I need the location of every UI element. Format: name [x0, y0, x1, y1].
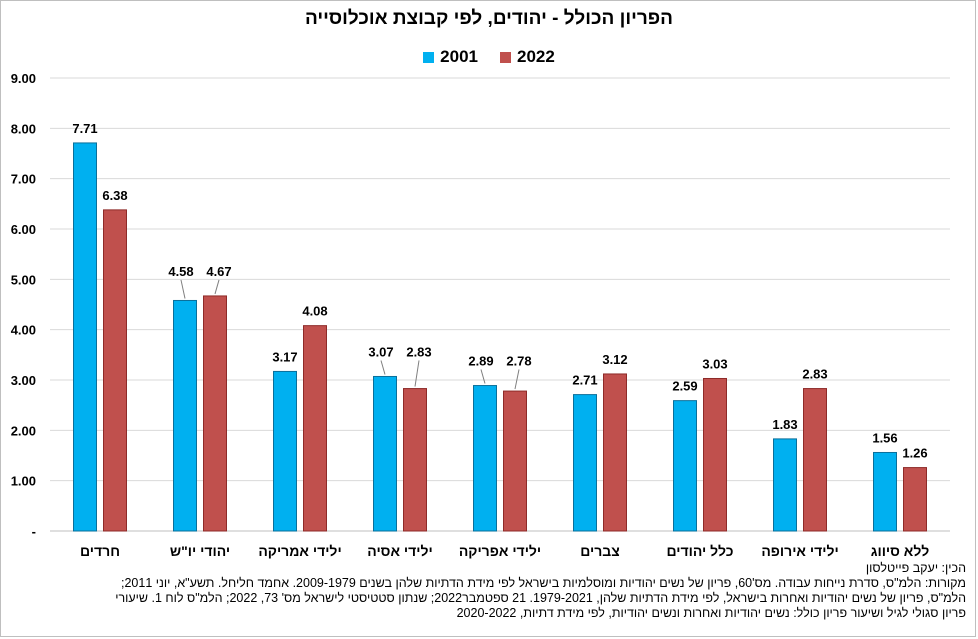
x-category-label: ילידי אפריקה: [459, 543, 541, 559]
sources-line-3: פריון סגולי לגיל ושיעור פריון כולל: נשים…: [456, 606, 966, 620]
data-label-2022: 3.03: [702, 356, 727, 371]
data-label-2001: 2.89: [468, 354, 493, 369]
y-tick-label: 2.00: [11, 423, 36, 438]
y-tick-label: -: [32, 524, 36, 539]
data-label-2001: 3.07: [368, 344, 393, 359]
legend-swatch-2022: [500, 51, 511, 63]
chart-title: הפריון הכולל - יהודים, לפי קבוצת אוכלוסי…: [304, 8, 674, 29]
bar-2001: [473, 385, 497, 532]
bar-2001: [273, 370, 297, 532]
bar-2022: [903, 467, 927, 532]
data-label-leader: [214, 279, 220, 295]
legend-item-2022: 2022: [500, 47, 555, 67]
x-category-label: כלל יהודים: [666, 543, 733, 559]
sources-line-1: מקורות: הלמ"ס, סדרת נייחות עבודה. מס'60,…: [121, 576, 966, 590]
bar-2022: [303, 325, 327, 532]
legend-swatch-2001: [423, 51, 435, 63]
bar-2022: [103, 209, 127, 532]
y-tick-label: 3.00: [11, 373, 36, 388]
credit-line: הכין: יעקב פייטלסון: [865, 561, 966, 575]
y-tick-label: 9.00: [11, 71, 36, 86]
data-label-2001: 3.17: [272, 349, 297, 364]
y-tick-label: 1.00: [11, 474, 36, 489]
y-tick-label: 8.00: [11, 121, 36, 136]
data-label-leader: [514, 369, 520, 390]
x-category-label: חרדים: [80, 543, 120, 559]
bar-2022: [203, 295, 227, 532]
y-tick-label: 7.00: [11, 172, 36, 187]
x-category-label: יהודי יו"ש: [170, 543, 230, 559]
bar-2022: [803, 388, 827, 532]
bar-2022: [703, 377, 727, 532]
footnotes: הכין: יעקב פייטלסון מקורות: הלמ"ס, סדרת …: [6, 561, 966, 621]
bar-2001: [573, 394, 597, 532]
data-label-2001: 2.71: [572, 373, 597, 388]
y-tick-label: 5.00: [11, 272, 36, 287]
data-label-2022: 6.38: [102, 188, 127, 203]
bar-2001: [373, 375, 397, 532]
bar-2001: [773, 438, 797, 532]
data-label-leader: [414, 360, 420, 387]
legend-label-2001: 2001: [440, 47, 478, 66]
data-label-2001: 2.59: [672, 379, 697, 394]
legend-label-2022: 2022: [517, 47, 555, 66]
bar-2001: [673, 400, 697, 532]
x-category-label: ילידי אמריקה: [258, 543, 341, 559]
bar-2001: [873, 451, 897, 532]
data-label-2022: 2.83: [406, 344, 431, 359]
data-label-leader: [480, 369, 486, 384]
bar-2022: [403, 388, 427, 532]
data-label-2001: 4.58: [168, 264, 193, 279]
x-category-label: ללא סיווג: [871, 543, 929, 559]
y-tick-label: 6.00: [11, 222, 36, 237]
x-category-label: צברים: [580, 543, 620, 559]
sources-line-2: הלמ"ס, פריון של נשים יהודיות ואחרות בישר…: [115, 591, 966, 605]
bar-2022: [603, 373, 627, 532]
y-tick-label: 4.00: [11, 323, 36, 338]
data-label-2001: 7.71: [72, 121, 97, 136]
data-label-2022: 1.26: [902, 446, 927, 461]
legend: 2001 2022: [0, 47, 978, 67]
data-label-2001: 1.56: [872, 430, 897, 445]
bar-2001: [73, 142, 97, 532]
data-label-2022: 4.67: [206, 264, 231, 279]
data-label-2022: 3.12: [602, 352, 627, 367]
data-label-2022: 2.78: [506, 354, 531, 369]
x-category-label: ילידי אירופה: [761, 543, 838, 559]
bar-2022: [503, 390, 527, 532]
bar-2001: [173, 299, 197, 532]
legend-item-2001: 2001: [423, 47, 478, 67]
data-label-2022: 4.08: [302, 304, 327, 319]
data-label-2022: 2.83: [802, 367, 827, 382]
data-label-2001: 1.83: [772, 417, 797, 432]
x-category-label: ילידי אסיה: [367, 543, 432, 559]
data-label-leader: [380, 360, 386, 375]
data-label-leader: [180, 279, 186, 299]
